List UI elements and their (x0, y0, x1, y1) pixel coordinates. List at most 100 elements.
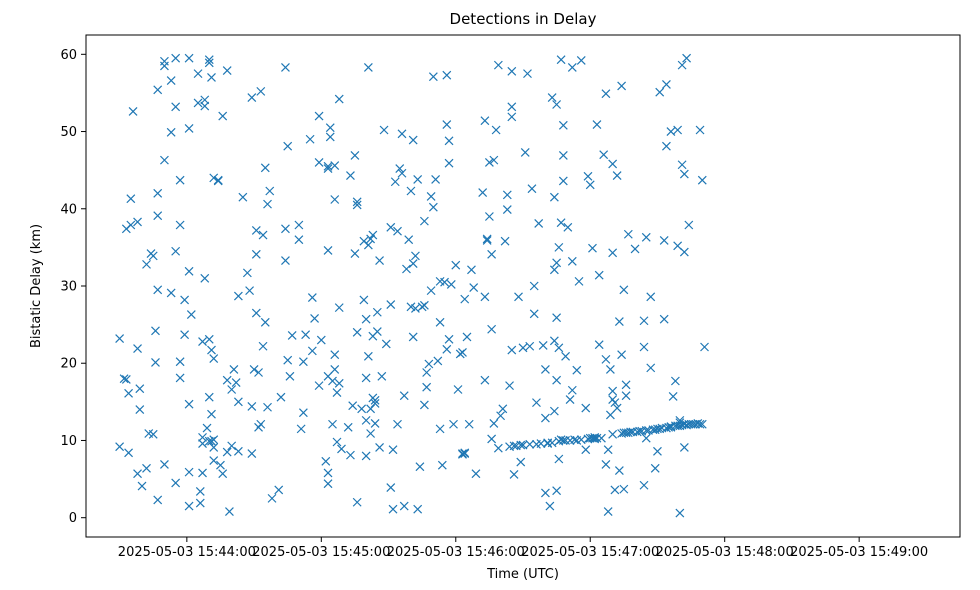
data-point (379, 125, 389, 135)
data-point (171, 102, 181, 112)
data-point (431, 174, 441, 184)
data-point (361, 373, 371, 383)
data-point (484, 212, 494, 221)
data-point (662, 80, 671, 89)
data-point (381, 339, 391, 349)
data-point (227, 441, 237, 451)
y-tick-label: 60 (60, 48, 77, 63)
data-point (462, 332, 472, 342)
data-point (576, 56, 586, 65)
data-point (148, 429, 158, 439)
data-point (453, 385, 463, 394)
data-point (664, 422, 674, 432)
data-point (218, 111, 228, 121)
data-point (442, 120, 452, 130)
data-point (343, 422, 353, 432)
data-point (639, 480, 649, 490)
data-point (332, 388, 342, 398)
data-point (480, 292, 490, 302)
data-point (307, 293, 317, 303)
data-point (435, 317, 445, 327)
data-point (549, 336, 559, 346)
data-point (612, 171, 622, 180)
data-point (209, 435, 219, 445)
data-point (516, 457, 526, 467)
data-point (397, 129, 407, 139)
data-point (563, 222, 573, 232)
data-point (585, 180, 595, 190)
y-axis: 0 10 20 30 40 50 60 (60, 48, 86, 526)
data-point (126, 194, 136, 204)
data-point (419, 400, 429, 410)
data-point (592, 433, 602, 443)
data-point (422, 368, 432, 377)
data-point (233, 291, 243, 301)
data-point (507, 345, 517, 355)
data-point (274, 485, 284, 495)
data-point (298, 408, 308, 418)
data-point (222, 66, 232, 75)
data-point (650, 463, 660, 473)
data-point (677, 160, 687, 170)
data-point (175, 357, 185, 367)
data-point (408, 332, 418, 342)
x-axis-title: Time (UTC) (486, 567, 559, 582)
data-point (662, 141, 671, 151)
data-point (377, 371, 387, 381)
data-point (366, 429, 376, 438)
data-point (659, 314, 669, 324)
data-point (193, 98, 203, 108)
data-point (540, 413, 550, 423)
data-point (440, 277, 449, 287)
data-point (334, 303, 344, 313)
data-point (675, 508, 685, 518)
data-point (404, 235, 414, 245)
data-point (449, 419, 458, 429)
data-point (287, 331, 297, 340)
data-point (552, 313, 562, 323)
data-point (588, 243, 597, 253)
data-point (204, 392, 214, 402)
data-point (142, 259, 151, 269)
data-point (623, 229, 633, 239)
data-point (549, 265, 559, 275)
data-point (361, 415, 371, 425)
data-point (617, 350, 627, 360)
data-point (359, 295, 369, 305)
data-point (684, 220, 694, 230)
data-point (397, 168, 407, 178)
data-point (370, 398, 380, 408)
data-point (216, 460, 225, 470)
data-point (639, 342, 649, 352)
data-point (195, 498, 205, 508)
data-point (610, 398, 620, 408)
data-point (128, 107, 138, 116)
data-point (207, 345, 216, 355)
data-point (209, 442, 219, 452)
data-point (451, 260, 461, 270)
y-tick-label: 50 (60, 125, 77, 140)
data-point (229, 364, 239, 374)
data-point (124, 448, 134, 458)
data-point (350, 151, 360, 160)
data-point (267, 493, 277, 503)
data-point (310, 314, 320, 323)
data-point (489, 419, 499, 428)
data-point (357, 404, 367, 414)
data-point (554, 242, 564, 252)
data-point (330, 161, 340, 170)
data-point (444, 334, 454, 344)
data-point (534, 219, 544, 228)
data-point (137, 481, 147, 491)
data-point (361, 451, 371, 461)
data-point (142, 463, 151, 473)
data-point (166, 288, 176, 298)
data-point (617, 81, 627, 91)
data-point (419, 216, 429, 226)
data-point (567, 63, 577, 72)
data-point (363, 240, 373, 250)
data-point (547, 438, 557, 448)
data-point (180, 295, 190, 305)
data-point (467, 265, 476, 275)
data-point (115, 334, 125, 343)
